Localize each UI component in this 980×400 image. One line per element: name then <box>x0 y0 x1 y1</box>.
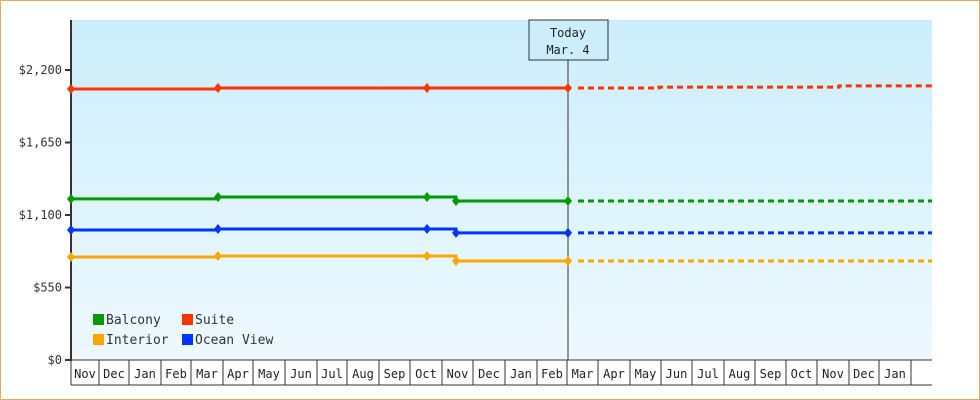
legend: Balcony Suite Interior Ocean View <box>93 313 273 348</box>
month-label: Sep <box>760 367 782 381</box>
legend-swatch <box>182 314 193 325</box>
y-axis: $0 $550 $1,100 $1,650 $2,200 <box>19 20 72 367</box>
today-label: Today <box>550 26 586 40</box>
legend-label: Balcony <box>106 313 161 328</box>
month-label: Aug <box>352 367 374 381</box>
legend-swatch <box>93 314 104 325</box>
month-label: Nov <box>822 367 844 381</box>
data-point-marker[interactable] <box>423 191 431 202</box>
y-tick-label: $0 <box>48 353 62 367</box>
plot-area <box>71 20 932 360</box>
data-point-marker[interactable] <box>423 250 431 261</box>
data-point-marker[interactable] <box>452 227 460 238</box>
month-label: Jan <box>510 367 532 381</box>
month-label: Jan <box>134 367 156 381</box>
month-label: Oct <box>791 367 813 381</box>
legend-swatch <box>93 334 104 345</box>
month-label: Dec <box>103 367 125 381</box>
month-label: Dec <box>853 367 875 381</box>
y-tick-label: $2,200 <box>19 63 62 77</box>
month-label: Apr <box>227 367 249 381</box>
month-label: Sep <box>384 367 406 381</box>
month-label: Feb <box>541 367 563 381</box>
month-label: Jul <box>321 367 343 381</box>
series-lines <box>67 83 932 267</box>
month-label: Jun <box>666 367 688 381</box>
series-ocean-view <box>67 223 932 238</box>
data-point-marker[interactable] <box>214 250 222 261</box>
data-point-marker[interactable] <box>67 83 75 94</box>
month-label: Nov <box>447 367 469 381</box>
data-point-marker[interactable] <box>214 223 222 234</box>
legend-label: Ocean View <box>195 333 273 348</box>
y-tick-label: $550 <box>33 281 62 295</box>
legend-label: Interior <box>106 333 169 348</box>
data-point-marker[interactable] <box>564 83 572 94</box>
data-point-marker[interactable] <box>214 83 222 94</box>
series-interior <box>67 250 932 267</box>
month-label: Apr <box>603 367 625 381</box>
month-label: Feb <box>165 367 187 381</box>
legend-swatch <box>182 334 193 345</box>
month-label: Aug <box>729 367 751 381</box>
series-balcony <box>67 191 932 207</box>
data-point-marker[interactable] <box>564 196 572 207</box>
month-label: Jun <box>290 367 312 381</box>
month-label: Nov <box>74 367 96 381</box>
y-tick-label: $1,650 <box>19 136 62 150</box>
month-label: Dec <box>478 367 500 381</box>
data-point-marker[interactable] <box>564 256 572 267</box>
month-label: Jul <box>697 367 719 381</box>
month-label: Jan <box>884 367 906 381</box>
data-point-marker[interactable] <box>452 256 460 267</box>
data-point-marker[interactable] <box>423 83 431 94</box>
data-point-marker[interactable] <box>67 225 75 236</box>
legend-label: Suite <box>195 313 234 328</box>
series-suite <box>67 83 932 94</box>
data-point-marker[interactable] <box>423 223 431 234</box>
month-label: May <box>258 367 280 381</box>
today-date: Mar. 4 <box>546 43 589 57</box>
data-point-marker[interactable] <box>214 191 222 202</box>
y-tick-label: $1,100 <box>19 208 62 222</box>
today-marker: Today Mar. 4 <box>528 19 609 360</box>
data-point-marker[interactable] <box>67 252 75 263</box>
month-label: Mar <box>572 367 594 381</box>
data-point-marker[interactable] <box>564 227 572 238</box>
data-point-marker[interactable] <box>67 193 75 204</box>
x-axis: Nov Dec Jan Feb Mar Apr May Jun Jul Aug Sep Oct Nov D… <box>70 359 932 386</box>
month-label: May <box>635 367 657 381</box>
month-label: Oct <box>415 367 437 381</box>
month-label: Mar <box>196 367 218 381</box>
data-point-marker[interactable] <box>452 196 460 207</box>
